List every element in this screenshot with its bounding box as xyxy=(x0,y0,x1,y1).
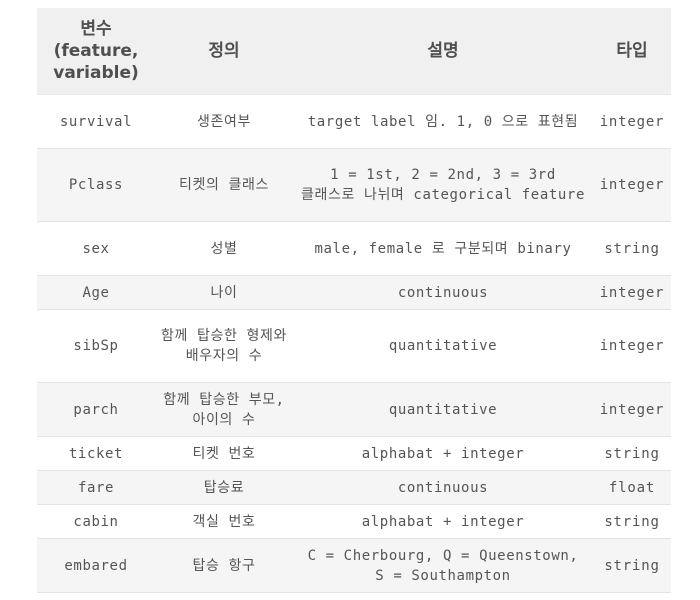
cell-type: string xyxy=(593,538,671,593)
cell-definition: 티켓 번호 xyxy=(155,436,293,471)
table-row: sex 성별 male, female 로 구분되며 binary string xyxy=(37,221,671,276)
header-row: 변수 (feature, variable) 정의 설명 타입 xyxy=(37,8,671,95)
table-row: Pclass 티켓의 클래스 1 = 1st, 2 = 2nd, 3 = 3rd… xyxy=(37,148,671,222)
cell-description: quantitative xyxy=(293,382,593,437)
header-description: 설명 xyxy=(293,8,593,95)
cell-definition: 탑승료 xyxy=(155,470,293,505)
cell-variable: embared xyxy=(37,538,155,593)
cell-variable: Age xyxy=(37,275,155,310)
cell-type: integer xyxy=(593,275,671,310)
cell-variable: cabin xyxy=(37,504,155,539)
titanic-variable-table: 변수 (feature, variable) 정의 설명 타입 survival… xyxy=(37,8,671,593)
cell-type: integer xyxy=(593,309,671,383)
header-variable-line2: (feature, xyxy=(53,41,139,61)
cell-definition: 성별 xyxy=(155,221,293,276)
table-row: sibSp 함께 탑승한 형제와 배우자의 수 quantitative int… xyxy=(37,309,671,383)
cell-description: male, female 로 구분되며 binary xyxy=(293,221,593,276)
header-variable-line1: 변수 xyxy=(80,19,112,39)
table-row: fare 탑승료 continuous float xyxy=(37,470,671,505)
cell-type: float xyxy=(593,470,671,505)
cell-definition: 함께 탑승한 부모, 아이의 수 xyxy=(155,382,293,437)
table-row: embared 탑승 항구 C = Cherbourg, Q = Queenst… xyxy=(37,538,671,593)
table-row: cabin 객실 번호 alphabat + integer string xyxy=(37,504,671,539)
header-variable: 변수 (feature, variable) xyxy=(37,8,155,95)
cell-description: alphabat + integer xyxy=(293,504,593,539)
cell-definition: 객실 번호 xyxy=(155,504,293,539)
cell-variable: parch xyxy=(37,382,155,437)
table-row: survival 생존여부 target label 임. 1, 0 으로 표현… xyxy=(37,94,671,149)
cell-variable: survival xyxy=(37,94,155,149)
cell-type: string xyxy=(593,221,671,276)
header-definition: 정의 xyxy=(155,8,293,95)
cell-definition: 나이 xyxy=(155,275,293,310)
cell-description: continuous xyxy=(293,470,593,505)
cell-type: integer xyxy=(593,382,671,437)
table-row: ticket 티켓 번호 alphabat + integer string xyxy=(37,436,671,471)
cell-description: target label 임. 1, 0 으로 표현됨 xyxy=(293,94,593,149)
cell-definition: 티켓의 클래스 xyxy=(155,148,293,222)
cell-description: C = Cherbourg, Q = Queenstown, S = South… xyxy=(293,538,593,593)
cell-description: continuous xyxy=(293,275,593,310)
cell-definition: 함께 탑승한 형제와 배우자의 수 xyxy=(155,309,293,383)
cell-variable: sex xyxy=(37,221,155,276)
cell-variable: ticket xyxy=(37,436,155,471)
cell-description: alphabat + integer xyxy=(293,436,593,471)
cell-variable: sibSp xyxy=(37,309,155,383)
cell-definition: 탑승 항구 xyxy=(155,538,293,593)
cell-variable: fare xyxy=(37,470,155,505)
cell-type: integer xyxy=(593,94,671,149)
header-type: 타입 xyxy=(593,8,671,95)
cell-type: string xyxy=(593,436,671,471)
cell-description: quantitative xyxy=(293,309,593,383)
cell-description: 1 = 1st, 2 = 2nd, 3 = 3rd 클래스로 나뉘며 categ… xyxy=(293,148,593,222)
table-row: Age 나이 continuous integer xyxy=(37,275,671,310)
cell-definition: 생존여부 xyxy=(155,94,293,149)
cell-type: integer xyxy=(593,148,671,222)
table-row: parch 함께 탑승한 부모, 아이의 수 quantitative inte… xyxy=(37,382,671,437)
header-variable-line3: variable) xyxy=(53,63,139,83)
cell-type: string xyxy=(593,504,671,539)
cell-variable: Pclass xyxy=(37,148,155,222)
